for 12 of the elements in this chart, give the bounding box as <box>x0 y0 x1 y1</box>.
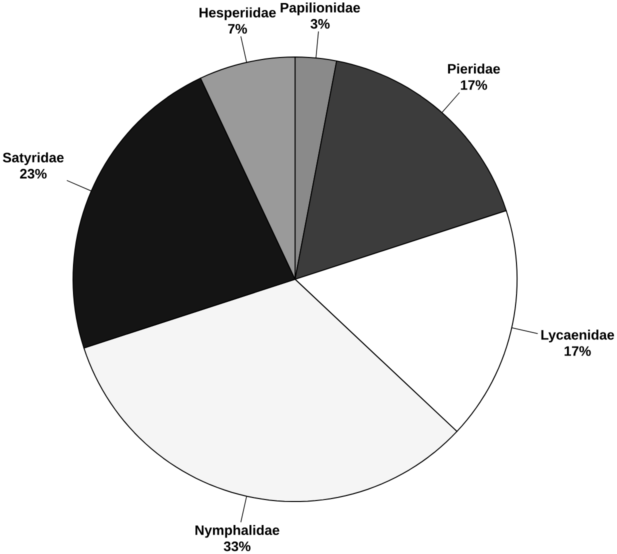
data-label: 3% <box>310 19 330 29</box>
slice-label: Papilionidae <box>280 2 360 16</box>
data-label: 17% <box>564 346 591 356</box>
slice-label: Lycaenidae <box>541 330 614 343</box>
data-label: 7% <box>228 24 247 34</box>
data-label: 17% <box>460 80 488 90</box>
slice-label: Nymphalidae <box>195 525 280 538</box>
slice-label: Pieridae <box>448 64 500 74</box>
data-label: 23% <box>20 169 47 179</box>
slice-label: Hesperiidae <box>200 8 276 20</box>
slice-label: Satyridae <box>2 152 64 166</box>
data-label: 33% <box>224 542 250 552</box>
